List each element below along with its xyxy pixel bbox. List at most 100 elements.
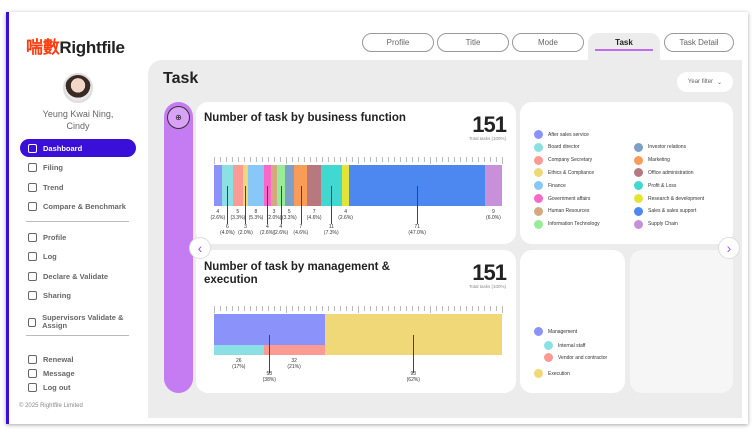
bar-percent: (4.6%) xyxy=(293,230,309,236)
sidebar-item-declare-validate[interactable]: Declare & Validate xyxy=(20,267,136,285)
legend-item[interactable]: Finance xyxy=(534,181,566,191)
legend-item[interactable]: Supply Chain xyxy=(634,219,678,229)
bar-segment[interactable] xyxy=(484,165,502,206)
axis-tick xyxy=(448,157,449,162)
axis-tick xyxy=(388,306,389,311)
axis-tick xyxy=(256,157,257,162)
legend-item[interactable]: Internal staff xyxy=(544,341,585,350)
sidebar-item-label: Log out xyxy=(43,382,71,392)
legend-label: Company Secretary xyxy=(548,157,593,164)
divider xyxy=(26,335,129,336)
sidebar-item-profile[interactable]: Profile xyxy=(20,228,136,246)
legend-item[interactable]: Management xyxy=(534,327,577,336)
axis-tick xyxy=(316,306,317,311)
legend-item[interactable]: Research & development xyxy=(634,194,704,203)
bar-label: 71 (47.0%) xyxy=(408,224,426,236)
bar-value: 6 xyxy=(225,224,229,230)
axis-tick xyxy=(304,306,305,311)
chevron-left-icon: ‹ xyxy=(197,240,203,256)
sidebar-item-label: Trend xyxy=(43,182,64,192)
chart-sidebar-pill[interactable]: ⊕ xyxy=(164,102,193,393)
sidebar-item-sharing[interactable]: Sharing xyxy=(20,286,136,304)
bar-segment[interactable] xyxy=(214,165,222,206)
axis-tick xyxy=(220,157,221,162)
bar-label: 8 (5.3%) xyxy=(249,209,264,221)
sidebar-item-dashboard[interactable]: Dashboard xyxy=(20,139,136,157)
sidebar-item-supervisors-validate-assign[interactable]: Supervisors Validate & Assign xyxy=(20,310,136,334)
bar-segment[interactable] xyxy=(307,165,321,206)
bar-percent: (38%) xyxy=(262,377,276,383)
axis-tick xyxy=(484,157,485,162)
year-filter-dropdown[interactable]: Year filter ⌄ xyxy=(677,72,733,92)
sidebar-item-label: Sharing xyxy=(43,290,71,300)
bar-label: 4 (2.6%) xyxy=(260,224,275,236)
tab-mode[interactable]: Mode xyxy=(512,33,584,52)
bar-segment-internal-staff[interactable] xyxy=(214,345,264,355)
bar-percent: (3.3%) xyxy=(230,215,246,221)
legend-swatch xyxy=(634,168,643,178)
tab-title[interactable]: Title xyxy=(437,33,509,52)
bar-segment[interactable] xyxy=(320,165,342,206)
legend-item[interactable]: Vendor and contractor xyxy=(544,353,607,362)
avatar[interactable] xyxy=(63,73,93,103)
bar-segment[interactable] xyxy=(242,165,249,206)
legend-item[interactable]: Execution xyxy=(534,369,570,378)
legend-item[interactable]: Sales & sales support xyxy=(634,206,696,216)
legend-item[interactable]: Marketing xyxy=(634,155,670,165)
legend-item[interactable]: Board director xyxy=(534,142,579,152)
prev-arrow-button[interactable]: ‹ xyxy=(189,237,211,259)
axis-tick xyxy=(346,306,347,311)
logo-cn: 喘數 xyxy=(26,38,60,57)
tab-task-detail[interactable]: Task Detail xyxy=(664,33,734,52)
axis-tick xyxy=(334,157,335,162)
bar-segment-vendor[interactable] xyxy=(263,345,325,355)
profile-icon xyxy=(28,232,37,242)
sidebar-item-filing[interactable]: Filing xyxy=(20,158,136,176)
sidebar-item-log-out[interactable]: Log out xyxy=(20,378,136,396)
axis-tick xyxy=(412,306,413,311)
bar-segment[interactable] xyxy=(284,165,295,206)
legend-item[interactable]: Company Secretary xyxy=(534,155,593,165)
axis-tick xyxy=(268,306,269,311)
axis-tick xyxy=(322,157,323,162)
sidebar-item-label: Filing xyxy=(43,162,63,172)
axis-tick xyxy=(382,157,383,162)
legend-item[interactable]: After sales service xyxy=(534,130,589,139)
legend-item[interactable]: Profit & Loss xyxy=(634,181,676,191)
next-arrow-button[interactable]: › xyxy=(718,237,740,259)
sidebar-item-renewal[interactable]: Renewal xyxy=(20,350,136,368)
tab-task[interactable]: Task xyxy=(588,33,660,60)
bar-percent: (17%) xyxy=(232,364,246,370)
axis-tick xyxy=(310,157,311,162)
legend-item[interactable]: Ethics & Compliance xyxy=(534,168,594,178)
bar-value: 5 xyxy=(287,209,291,215)
sidebar-item-log[interactable]: Log xyxy=(20,247,136,265)
legend-swatch xyxy=(534,194,543,203)
bar-segment[interactable] xyxy=(349,165,485,206)
legend-item[interactable]: Government affairs xyxy=(534,194,590,203)
legend-item[interactable]: Investor relations xyxy=(634,142,686,152)
axis-tick xyxy=(214,157,215,164)
leader-line xyxy=(245,185,247,224)
sidebar-item-message[interactable]: Message xyxy=(20,364,136,382)
axis-tick xyxy=(472,157,473,162)
page-title: Task xyxy=(163,70,199,87)
legend-swatch xyxy=(634,219,643,229)
bar-segment[interactable] xyxy=(341,165,350,206)
axis-tick xyxy=(436,306,437,311)
axis-tick xyxy=(358,157,359,164)
tab-profile[interactable]: Profile xyxy=(362,33,434,52)
bar-segment[interactable] xyxy=(233,165,243,206)
bar-segment[interactable] xyxy=(294,165,308,206)
bar-segment[interactable] xyxy=(248,165,264,206)
legend-item[interactable]: Information Technology xyxy=(534,219,600,229)
bar-percent: (21%) xyxy=(287,364,301,370)
axis-tick xyxy=(490,157,491,162)
legend-item[interactable]: Human Resources xyxy=(534,206,589,216)
bar-segment[interactable] xyxy=(271,165,277,206)
bar-value: 4 xyxy=(265,224,269,230)
chevron-down-icon: ⌄ xyxy=(717,79,723,86)
sidebar-item-compare-benchmark[interactable]: Compare & Benchmark xyxy=(20,197,136,215)
legend-item[interactable]: Office administration xyxy=(634,168,693,178)
sidebar-item-trend[interactable]: Trend xyxy=(20,178,136,196)
